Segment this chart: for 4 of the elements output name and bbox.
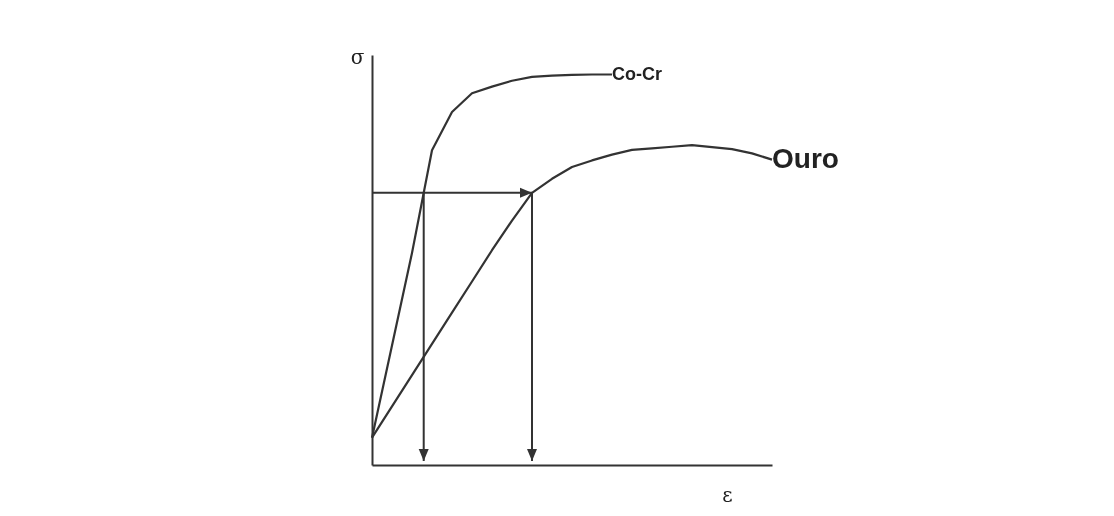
series-label: Co-Cr [612,63,662,84]
y-axis-title: σ [350,44,365,69]
series-label: Ouro [772,142,839,174]
x-axis-title: ε [722,482,733,507]
